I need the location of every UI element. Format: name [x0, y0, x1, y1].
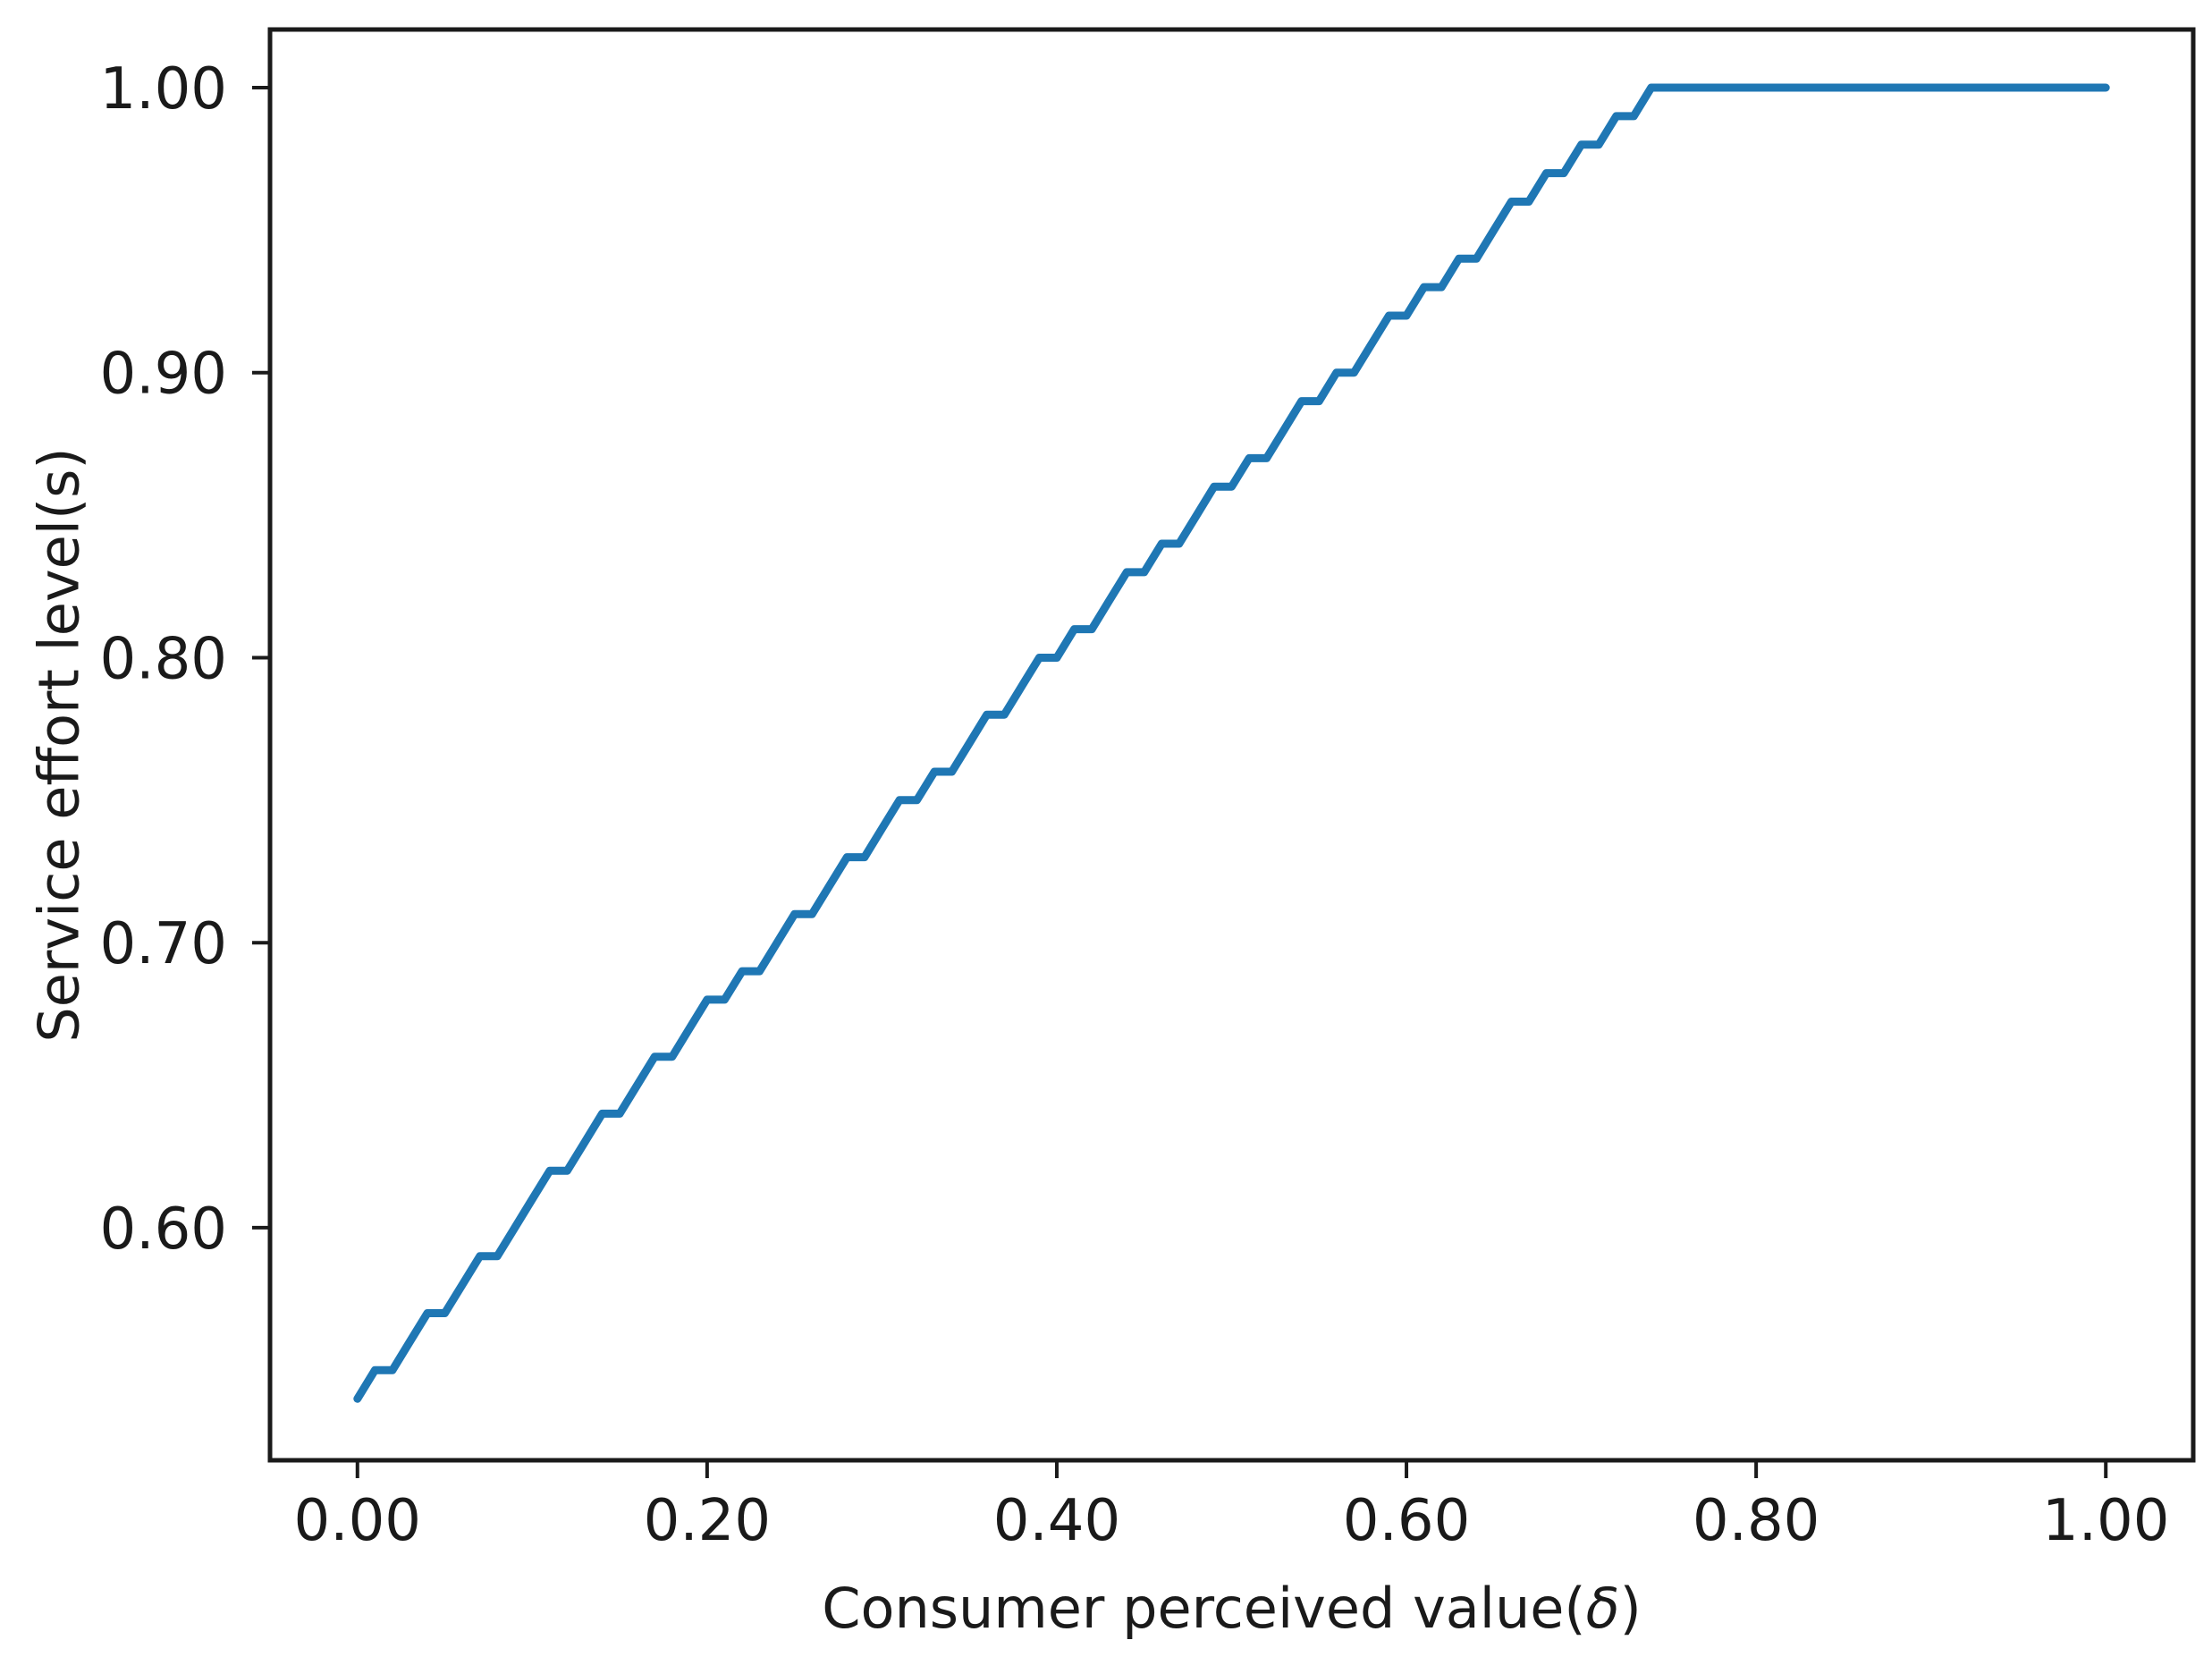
- x-axis-label: Consumer perceived value(δ): [270, 1576, 2193, 1641]
- x-tick-label: 0.00: [294, 1488, 422, 1554]
- y-tick-label: 1.00: [100, 56, 228, 123]
- x-tick-label: 0.20: [644, 1488, 772, 1554]
- y-tick-label: 0.80: [100, 626, 228, 692]
- y-axis-label: Service effort level(s): [26, 447, 92, 1043]
- x-axis-label-text: Consumer perceived value(: [822, 1576, 1586, 1641]
- data-line: [353, 83, 2110, 1403]
- plot-border: [267, 27, 2196, 1463]
- y-tick-label: 0.70: [100, 911, 228, 977]
- delta-symbol: δ: [1585, 1576, 1620, 1641]
- x-tick-label: 1.00: [2042, 1488, 2170, 1554]
- y-tick-label: 0.60: [100, 1196, 228, 1263]
- y-tick-label: 0.90: [100, 342, 228, 408]
- x-tick-label: 0.60: [1343, 1488, 1471, 1554]
- x-tick-label: 0.80: [1693, 1488, 1820, 1554]
- x-tick-label: 0.40: [993, 1488, 1121, 1554]
- x-axis-label-close-paren: ): [1619, 1576, 1642, 1641]
